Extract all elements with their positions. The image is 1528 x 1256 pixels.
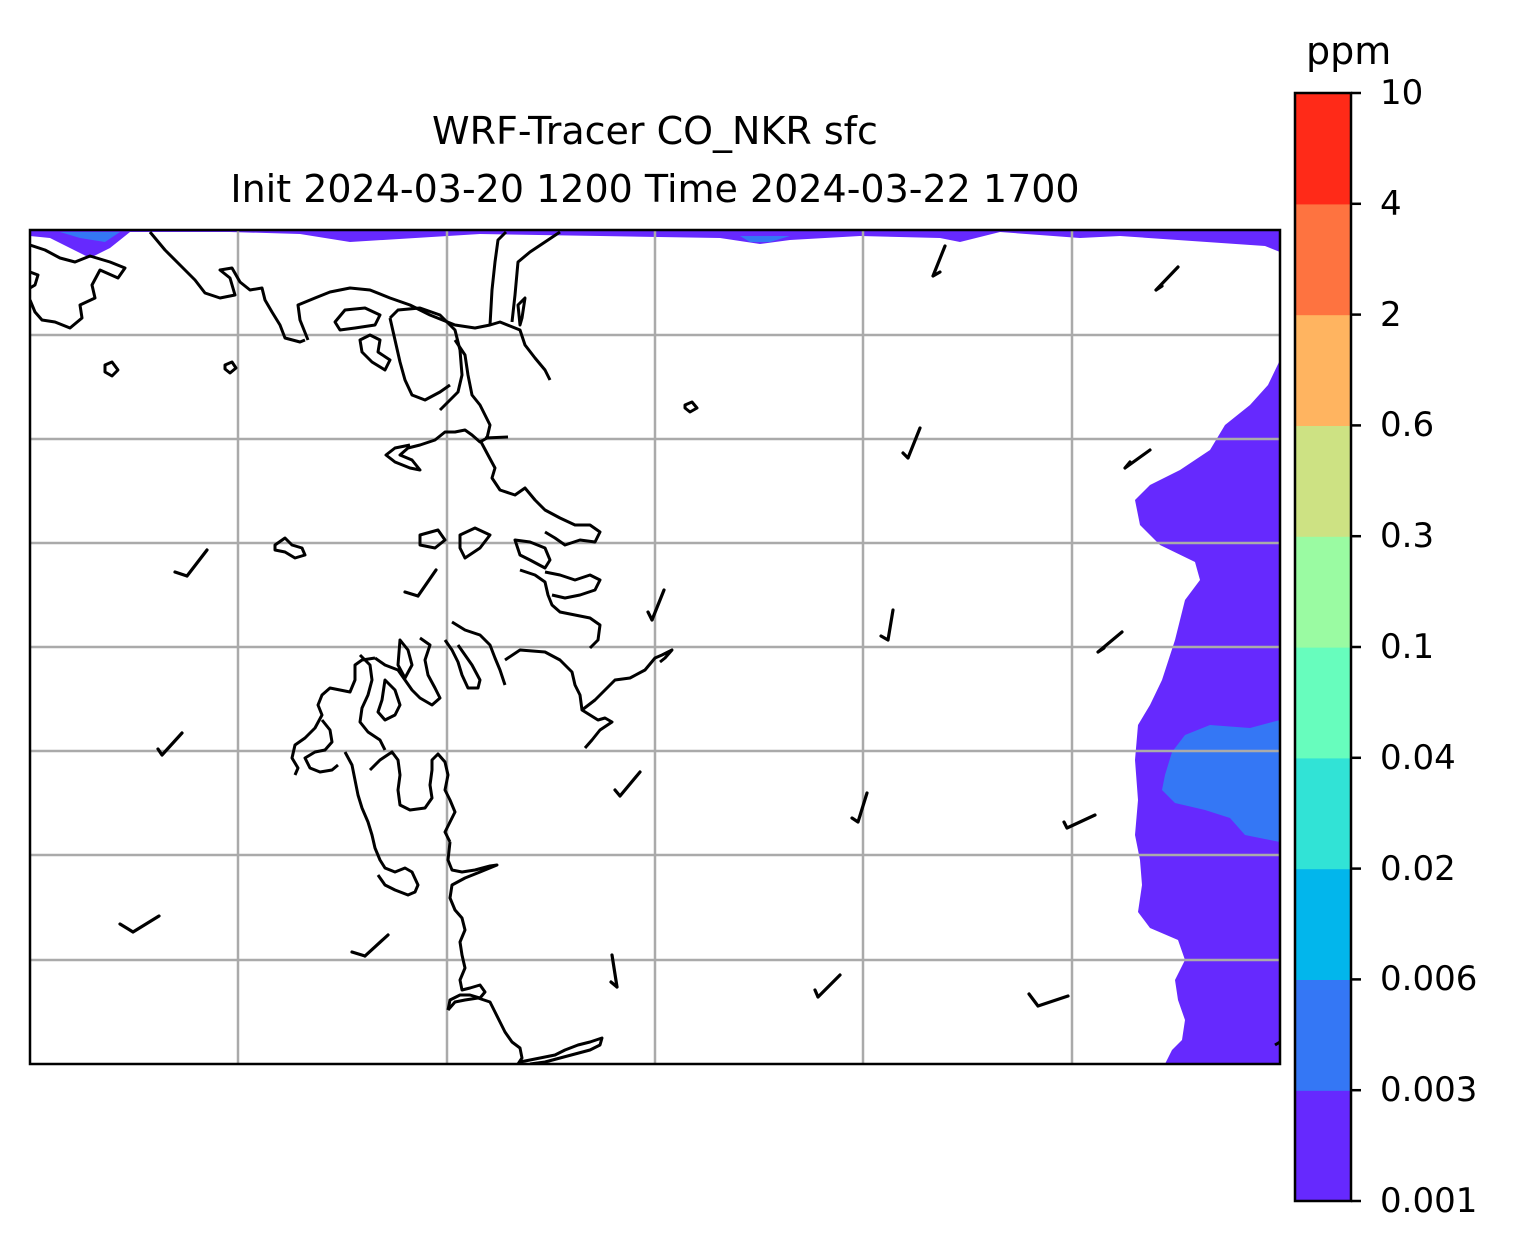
colorbar-segment xyxy=(1295,757,1351,870)
colorbar-segment xyxy=(1295,868,1351,980)
wind-barb-icon xyxy=(1096,630,1124,654)
colorbar-tick-label: 0.1 xyxy=(1380,627,1435,667)
colorbar-tick-label: 0.003 xyxy=(1380,1070,1478,1111)
colorbar-tick-label: 0.04 xyxy=(1380,737,1456,778)
wind-barbs xyxy=(118,244,1180,1008)
colorbar-tick-label: 0.006 xyxy=(1380,959,1478,1000)
wind-barb-icon xyxy=(403,568,438,598)
colorbar-segment xyxy=(1295,1090,1351,1202)
colorbar-tick-label: 4 xyxy=(1380,183,1402,224)
wind-barb-icon xyxy=(609,953,619,989)
tracer-contour-top xyxy=(30,230,1280,258)
wind-barb-icon xyxy=(350,933,390,958)
wind-barb-icon xyxy=(879,608,895,642)
colorbar xyxy=(1295,93,1351,1202)
colorbar-tick-label: 2 xyxy=(1380,294,1402,335)
colorbar-segment xyxy=(1295,536,1351,648)
wind-barb-icon xyxy=(1062,813,1097,830)
wind-barb-icon xyxy=(1123,448,1152,470)
colorbar-segment xyxy=(1295,425,1351,537)
colorbar-segment xyxy=(1295,314,1351,426)
wind-barb-icon xyxy=(931,244,947,278)
colorbar-tick-label: 10 xyxy=(1380,73,1424,113)
wind-barb-icon xyxy=(156,731,184,757)
colorbar-tick-label: 0.3 xyxy=(1380,516,1435,557)
colorbar-tick-label: 0.02 xyxy=(1380,848,1456,889)
colorbar-segment xyxy=(1295,203,1351,316)
wind-barb-icon xyxy=(173,548,209,578)
wind-barb-icon xyxy=(646,588,666,622)
wind-barb-icon xyxy=(850,791,869,824)
colorbar-segment xyxy=(1295,93,1351,205)
map-title: WRF-Tracer CO_NKR sfc xyxy=(432,109,878,153)
wind-barb-icon xyxy=(118,914,161,934)
coastlines xyxy=(30,230,1280,1064)
map-subtitle: Init 2024-03-20 1200 Time 2024-03-22 170… xyxy=(230,167,1080,211)
tracer-contour-east xyxy=(1135,360,1280,1064)
map-gridlines xyxy=(30,230,1280,1064)
map-frame xyxy=(28,228,1282,1066)
wind-barb-icon xyxy=(613,770,642,798)
colorbar-tick-label: 0.6 xyxy=(1380,405,1435,446)
colorbar-segment xyxy=(1295,647,1351,759)
colorbar-unit-label: ppm xyxy=(1306,29,1392,73)
map-plot-area xyxy=(30,230,1280,1064)
colorbar-ticks xyxy=(1351,91,1361,1203)
colorbar-segment xyxy=(1295,979,1351,1091)
wind-barb-icon xyxy=(1027,992,1070,1008)
wind-barb-icon xyxy=(901,426,922,460)
colorbar-tick-label: 0.001 xyxy=(1380,1181,1478,1221)
wind-barb-icon xyxy=(1154,265,1180,292)
wind-barb-icon xyxy=(813,973,842,999)
